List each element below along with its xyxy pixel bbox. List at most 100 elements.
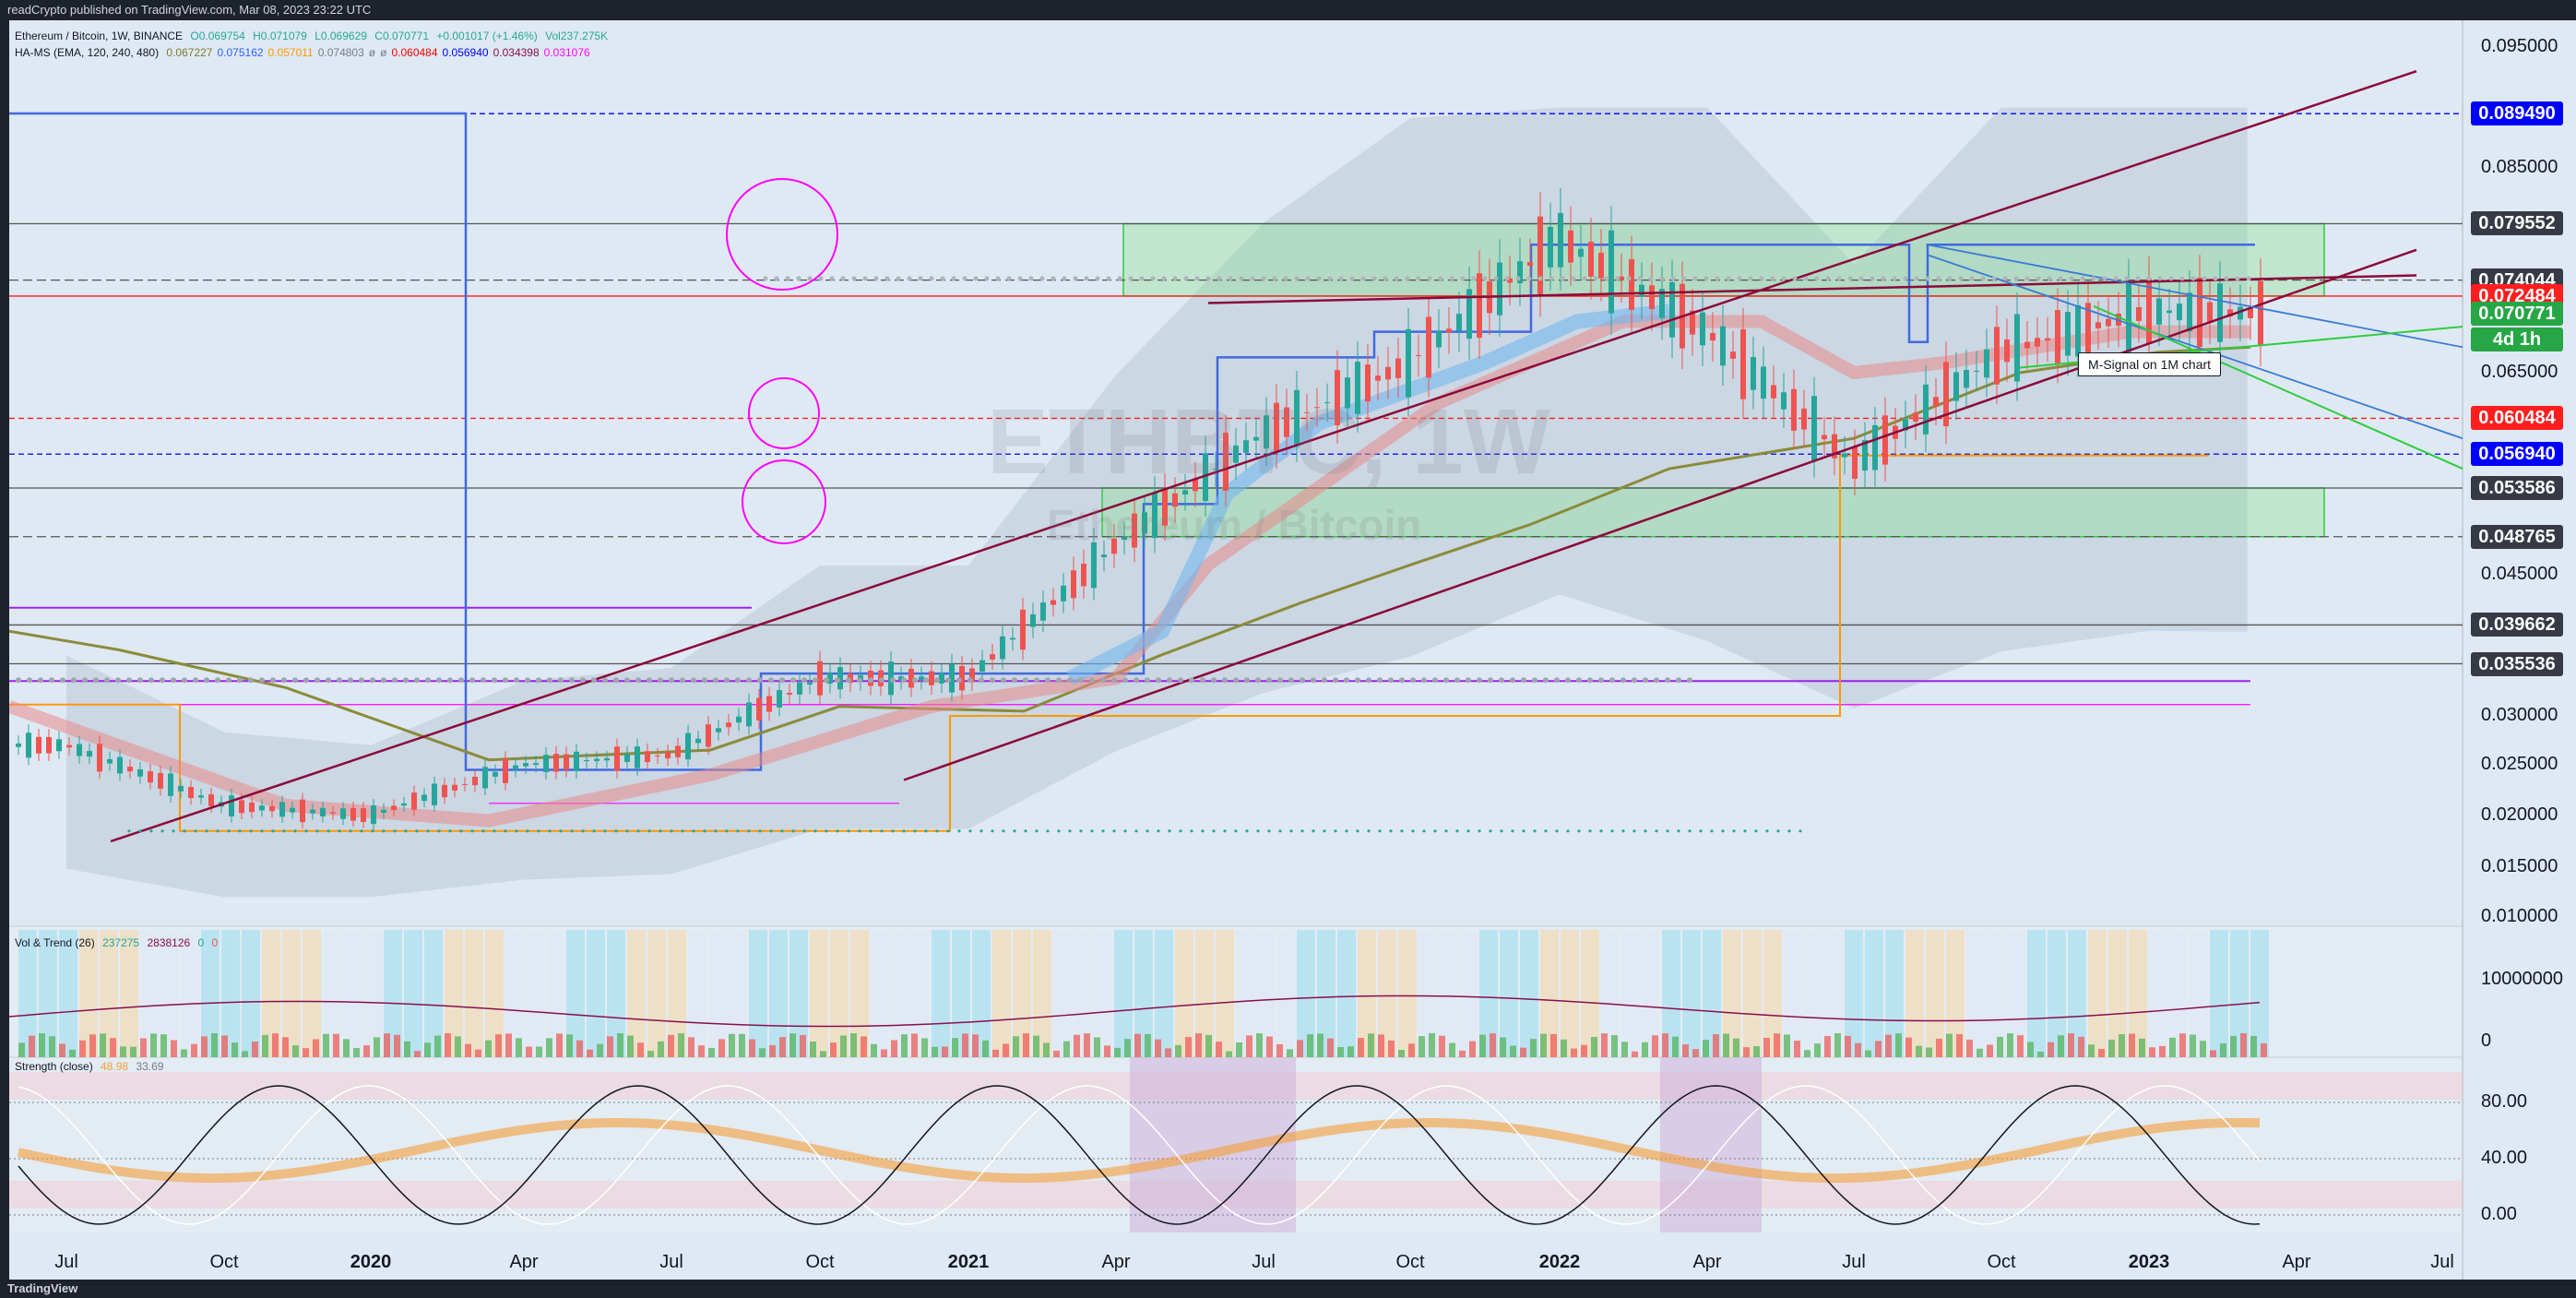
candle-body	[1659, 289, 1665, 318]
dot-marker	[2058, 276, 2063, 281]
volume-bar	[1530, 1039, 1537, 1057]
dot-marker	[658, 677, 663, 684]
candle-body	[249, 802, 255, 813]
candle-body	[320, 807, 326, 817]
dot-marker	[447, 677, 453, 684]
time-tick-label: Apr	[1101, 1252, 1131, 1272]
dot-marker	[2002, 276, 2008, 281]
candle-body	[1588, 242, 1594, 277]
candle-body	[990, 654, 995, 660]
dot-marker	[1078, 677, 1084, 684]
volume-bar	[1307, 1034, 1313, 1057]
candle-body	[1801, 408, 1807, 430]
dot-marker	[1991, 276, 1997, 281]
volume-bar	[333, 1033, 339, 1057]
dot-marker	[1400, 829, 1404, 833]
dot-marker	[1399, 677, 1405, 684]
candle-body	[1111, 538, 1117, 554]
dot-marker	[1205, 276, 1211, 281]
candle-body	[1964, 370, 1969, 388]
dot-marker	[880, 829, 884, 833]
dot-marker	[370, 677, 375, 684]
candle-body	[624, 754, 630, 762]
trend-band	[445, 930, 463, 1057]
dot-marker	[1212, 829, 1216, 833]
dot-marker	[1073, 276, 1078, 281]
price-level-pill: 0.035536	[2471, 651, 2563, 676]
dot-marker	[691, 677, 696, 684]
trend-band	[1723, 930, 1741, 1057]
dot-marker	[1239, 276, 1244, 281]
price-level-pill: 0.053586	[2471, 475, 2563, 500]
candle-body	[2095, 322, 2101, 329]
candle-body	[2136, 306, 2142, 321]
time-tick-label: Jul	[2430, 1252, 2454, 1272]
dot-marker	[968, 829, 972, 833]
volume-bar	[495, 1034, 502, 1057]
dot-marker	[492, 677, 497, 684]
dot-marker	[1035, 829, 1039, 833]
dot-marker	[1012, 677, 1017, 684]
time-tick-label: Jul	[1252, 1252, 1276, 1272]
dot-marker	[1478, 829, 1481, 833]
volume-bar	[404, 1041, 410, 1057]
trend-band	[830, 930, 849, 1057]
volume-bar	[1774, 1033, 1780, 1057]
chart-canvas[interactable]	[9, 20, 2576, 1280]
m-signal-annotation[interactable]: M-Signal on 1M chart	[2078, 352, 2222, 376]
volume-bar	[313, 1039, 319, 1057]
volume-bar	[901, 1034, 908, 1057]
dot-marker	[957, 829, 961, 833]
volume-bar	[1074, 1034, 1080, 1057]
trend-band	[1398, 930, 1417, 1057]
trend-band	[911, 930, 930, 1057]
price-level-pill: 0.056940	[2471, 442, 2563, 467]
volume-bar	[2037, 1051, 2044, 1057]
volume-bar	[1743, 1047, 1750, 1057]
dot-marker	[1112, 829, 1116, 833]
volume-bar	[59, 1043, 65, 1057]
candle-body	[1040, 602, 1046, 621]
dot-marker	[991, 829, 994, 833]
candle-body	[1842, 453, 1847, 458]
dot-marker	[2202, 276, 2207, 281]
dot-marker	[736, 829, 740, 833]
dot-marker	[1688, 829, 1692, 833]
dot-marker	[1421, 677, 1427, 684]
volume-bar	[536, 1046, 542, 1057]
candle-body	[736, 716, 742, 723]
vol-legend: Vol & Trend (26) 237275 2838126 0 0	[15, 936, 222, 949]
tradingview-logo[interactable]: TradingView	[7, 1281, 78, 1295]
dot-marker	[1067, 677, 1073, 684]
dot-marker	[591, 677, 597, 684]
volume-bar	[1226, 1051, 1232, 1057]
candle-body	[1882, 415, 1888, 465]
volume-bar	[982, 1040, 989, 1057]
volume-bar	[1672, 1036, 1679, 1057]
candle-body	[1284, 407, 1289, 437]
candle-body	[665, 752, 671, 759]
dot-marker	[791, 829, 795, 833]
candle-body	[229, 795, 234, 817]
volume-bar	[1003, 1043, 1009, 1057]
candle-body	[1416, 354, 1421, 357]
hams-value: 0.067227	[166, 46, 213, 59]
candle-body	[1923, 384, 1929, 435]
candle-body	[1182, 490, 1188, 495]
chart-area[interactable]: ETHBTC, 1W Ethereum / Bitcoin Ethereum /…	[9, 20, 2576, 1280]
hams-value: ø	[380, 46, 387, 59]
dot-marker	[1371, 276, 1377, 281]
vol-trend-line	[9, 994, 2261, 1028]
dot-marker	[1179, 829, 1182, 833]
dot-marker	[840, 276, 846, 281]
candle-body	[310, 809, 315, 814]
dot-marker	[260, 829, 264, 833]
candle-body	[127, 767, 133, 772]
candle-body	[1852, 447, 1858, 479]
dot-marker	[912, 677, 918, 684]
dot-marker	[1443, 677, 1449, 684]
candle-body	[1406, 328, 1411, 398]
volume-bar	[942, 1046, 948, 1057]
volume-bar	[1601, 1033, 1608, 1057]
dot-marker	[891, 829, 895, 833]
